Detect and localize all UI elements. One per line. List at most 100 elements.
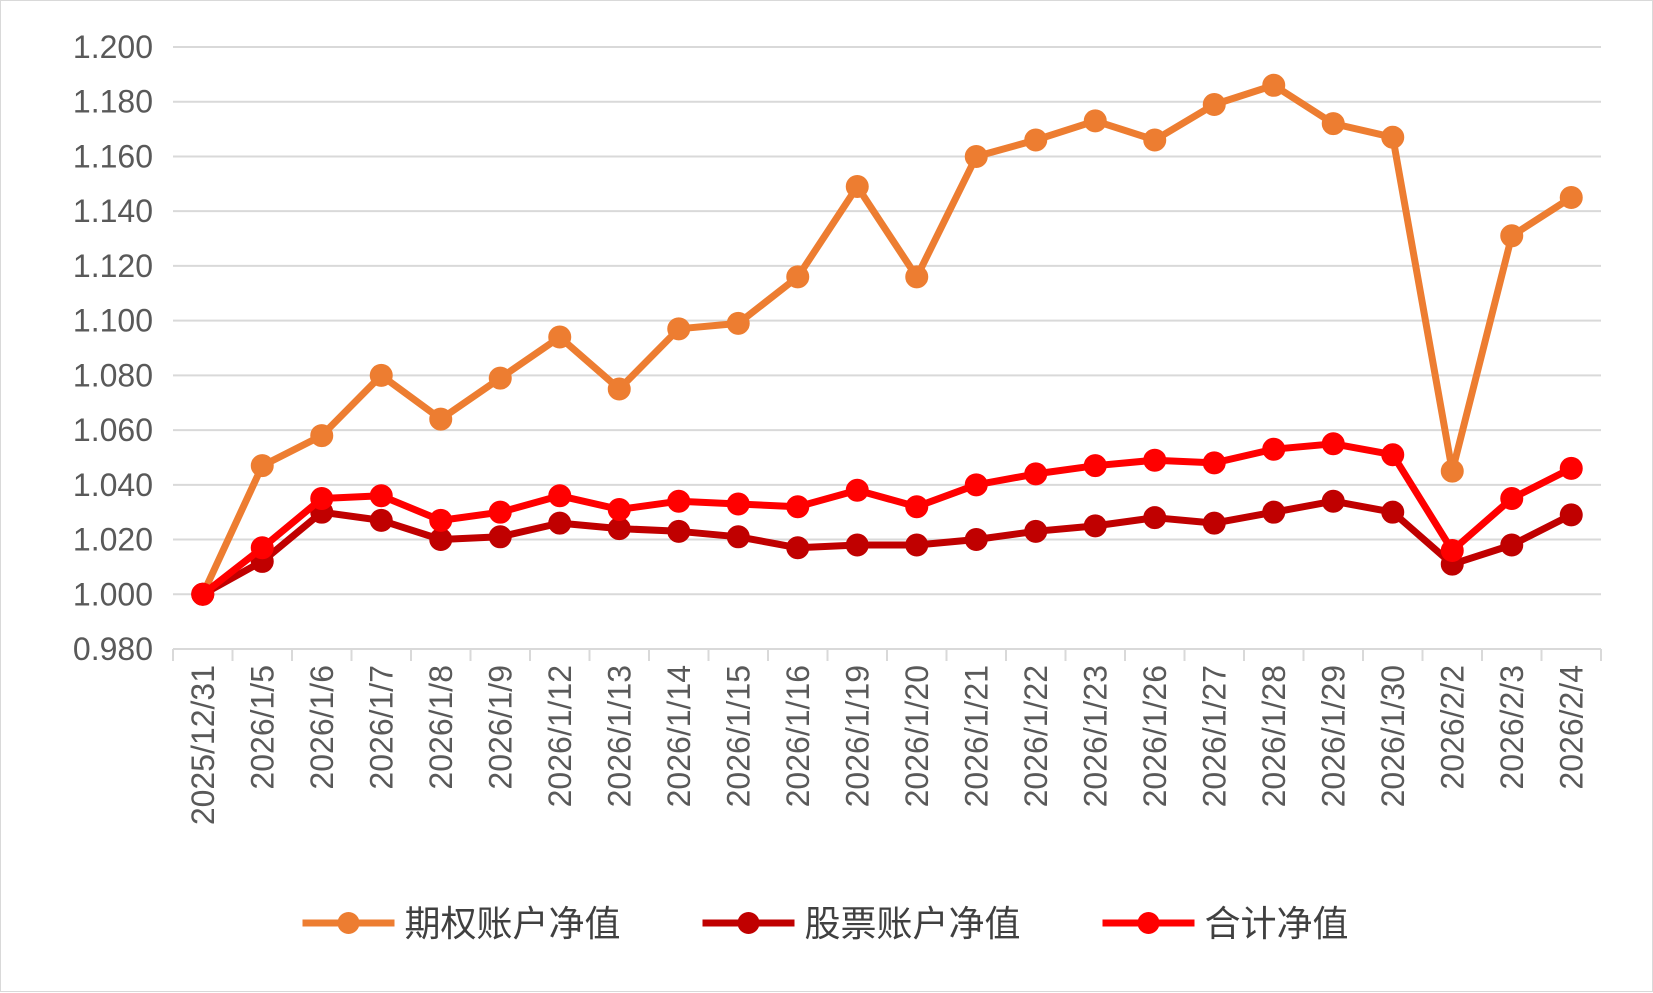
x-tick-label: 2026/1/8 (423, 665, 459, 790)
x-tick-label: 2026/1/21 (958, 665, 994, 807)
data-point (1262, 73, 1286, 97)
data-point (607, 497, 631, 521)
data-point (250, 454, 274, 478)
data-point (488, 525, 512, 549)
y-tick-label: 1.160 (73, 138, 153, 174)
y-tick-label: 1.060 (73, 412, 153, 448)
data-point (1500, 224, 1524, 248)
data-point (786, 265, 810, 289)
data-point (845, 533, 869, 557)
data-point (667, 519, 691, 543)
y-tick-label: 1.200 (73, 29, 153, 65)
data-point (845, 478, 869, 502)
data-point (1381, 500, 1405, 524)
data-point (429, 508, 453, 532)
y-tick-label: 1.020 (73, 522, 153, 558)
data-point (548, 325, 572, 349)
data-point (250, 536, 274, 560)
data-point (1262, 500, 1286, 524)
legend-marker (1137, 912, 1160, 934)
data-point (1559, 186, 1583, 209)
y-tick-label: 1.000 (73, 576, 153, 612)
data-point (1381, 443, 1405, 467)
data-point (310, 487, 334, 510)
data-point (905, 495, 929, 519)
data-point (1202, 451, 1226, 475)
data-point (1143, 506, 1167, 530)
y-tick-label: 1.040 (73, 467, 153, 503)
data-point (964, 144, 988, 168)
x-tick-label: 2026/1/29 (1315, 665, 1351, 807)
data-point (1321, 489, 1345, 513)
data-point (1559, 456, 1583, 480)
y-tick-label: 1.140 (73, 193, 153, 229)
data-point (1500, 487, 1524, 510)
x-tick-label: 2026/1/9 (482, 665, 518, 790)
series-line (199, 440, 1575, 598)
x-tick-label: 2026/2/2 (1434, 665, 1470, 790)
x-tick-label: 2025/12/31 (185, 665, 221, 825)
series-line (199, 497, 1575, 598)
data-point (191, 582, 215, 606)
x-axis-tick-labels: 2025/12/31 2026/1/5 2026/1/6 2026/1/7 2026/1… (185, 665, 1590, 825)
series-3 (191, 432, 1583, 606)
axes (172, 648, 1602, 661)
data-point (1500, 533, 1524, 557)
data-point (786, 495, 810, 519)
data-point (1381, 125, 1405, 149)
legend-label: 合计净值 (1205, 904, 1349, 945)
data-point (1440, 459, 1464, 483)
data-point (1321, 112, 1345, 136)
x-tick-label: 2026/1/15 (720, 665, 756, 807)
data-point (1202, 511, 1226, 535)
data-point (369, 484, 393, 508)
data-point (488, 500, 512, 524)
data-point (1440, 538, 1464, 562)
x-tick-label: 2026/1/19 (839, 665, 875, 807)
data-point (726, 311, 750, 335)
data-point (310, 424, 334, 448)
x-tick-label: 2026/1/20 (899, 665, 935, 807)
data-point (786, 536, 810, 560)
data-point (1262, 437, 1286, 461)
x-tick-label: 2026/2/3 (1494, 665, 1530, 790)
data-point (1024, 519, 1048, 543)
y-tick-label: 0.980 (73, 631, 153, 667)
y-tick-label: 1.080 (73, 357, 153, 393)
legend-label: 股票账户净值 (805, 904, 1021, 945)
y-tick-label: 1.180 (73, 84, 153, 120)
y-tick-label: 1.100 (73, 303, 153, 339)
legend-item: 期权账户净值 (302, 904, 621, 945)
x-tick-label: 2026/1/7 (363, 665, 399, 790)
legend-marker (737, 912, 760, 934)
data-point (1083, 109, 1107, 133)
series-2 (191, 489, 1583, 606)
data-point (607, 377, 631, 401)
y-axis-tick-labels: 0.980 1.000 1.020 1.040 1.060 1.080 1.100 1.120… (73, 29, 153, 667)
data-point (1024, 128, 1048, 152)
data-point (1083, 514, 1107, 538)
gridlines (173, 46, 1601, 596)
data-point (1143, 448, 1167, 472)
data-point (548, 511, 572, 535)
data-point (667, 489, 691, 513)
x-tick-label: 2026/1/13 (601, 665, 637, 807)
data-point (905, 265, 929, 289)
data-point (1024, 462, 1048, 486)
x-tick-label: 2026/2/4 (1553, 665, 1589, 790)
legend-marker (337, 912, 360, 934)
data-point (726, 492, 750, 516)
data-point (488, 366, 512, 390)
x-tick-label: 2026/1/30 (1375, 665, 1411, 807)
data-point (726, 525, 750, 549)
y-tick-label: 1.120 (73, 248, 153, 284)
data-point (964, 528, 988, 552)
data-point (1083, 454, 1107, 478)
data-point (548, 484, 572, 508)
data-point (1143, 128, 1167, 152)
data-point (845, 175, 869, 199)
series (191, 73, 1583, 606)
data-point (1202, 92, 1226, 116)
data-point (667, 317, 691, 341)
